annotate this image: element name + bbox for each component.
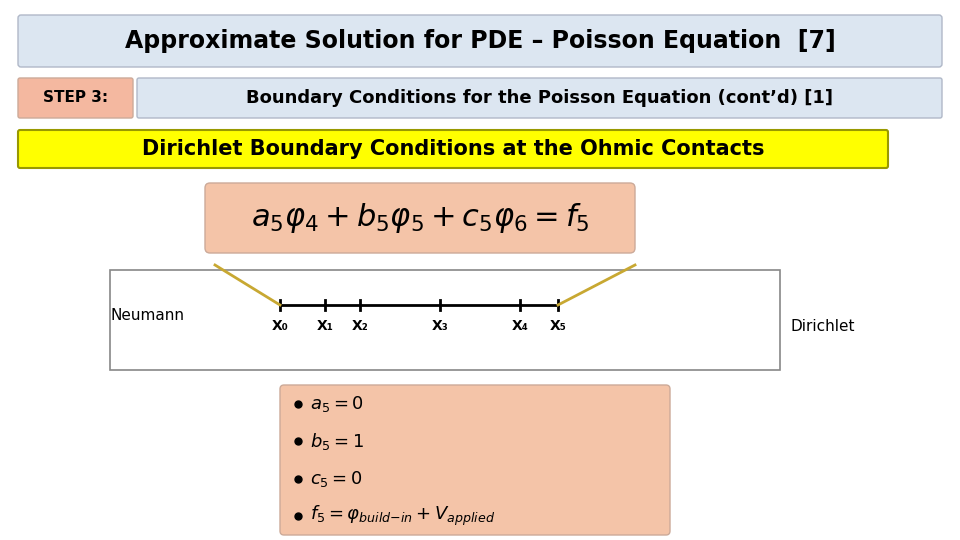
FancyBboxPatch shape [137,78,942,118]
Text: Approximate Solution for PDE – Poisson Equation  [7]: Approximate Solution for PDE – Poisson E… [125,29,835,53]
Text: X₃: X₃ [432,319,448,333]
FancyBboxPatch shape [18,130,888,168]
FancyBboxPatch shape [18,15,942,67]
Text: X₄: X₄ [512,319,528,333]
Text: X₀: X₀ [272,319,288,333]
Text: STEP 3:: STEP 3: [43,91,108,105]
Text: $a_5\varphi_4 + b_5\varphi_5 + c_5\varphi_6 = f_5$: $a_5\varphi_4 + b_5\varphi_5 + c_5\varph… [251,201,589,235]
Text: Boundary Conditions for the Poisson Equation (cont’d) [1]: Boundary Conditions for the Poisson Equa… [246,89,833,107]
FancyBboxPatch shape [280,385,670,535]
Text: X₁: X₁ [317,319,333,333]
Text: Neumann: Neumann [111,307,185,322]
Text: $f_5 = \varphi_{build\mathrm{-}in} + V_{applied}$: $f_5 = \varphi_{build\mathrm{-}in} + V_{… [310,504,495,528]
Text: X₅: X₅ [549,319,566,333]
FancyBboxPatch shape [18,78,133,118]
Text: X₂: X₂ [351,319,369,333]
Text: Dirichlet: Dirichlet [790,319,854,334]
Text: $b_5 = 1$: $b_5 = 1$ [310,431,364,452]
Bar [110,270,780,370]
FancyBboxPatch shape [205,183,635,253]
Text: Dirichlet Boundary Conditions at the Ohmic Contacts: Dirichlet Boundary Conditions at the Ohm… [142,139,764,159]
Text: $a_5 = 0$: $a_5 = 0$ [310,394,364,414]
Text: $c_5 = 0$: $c_5 = 0$ [310,469,363,489]
